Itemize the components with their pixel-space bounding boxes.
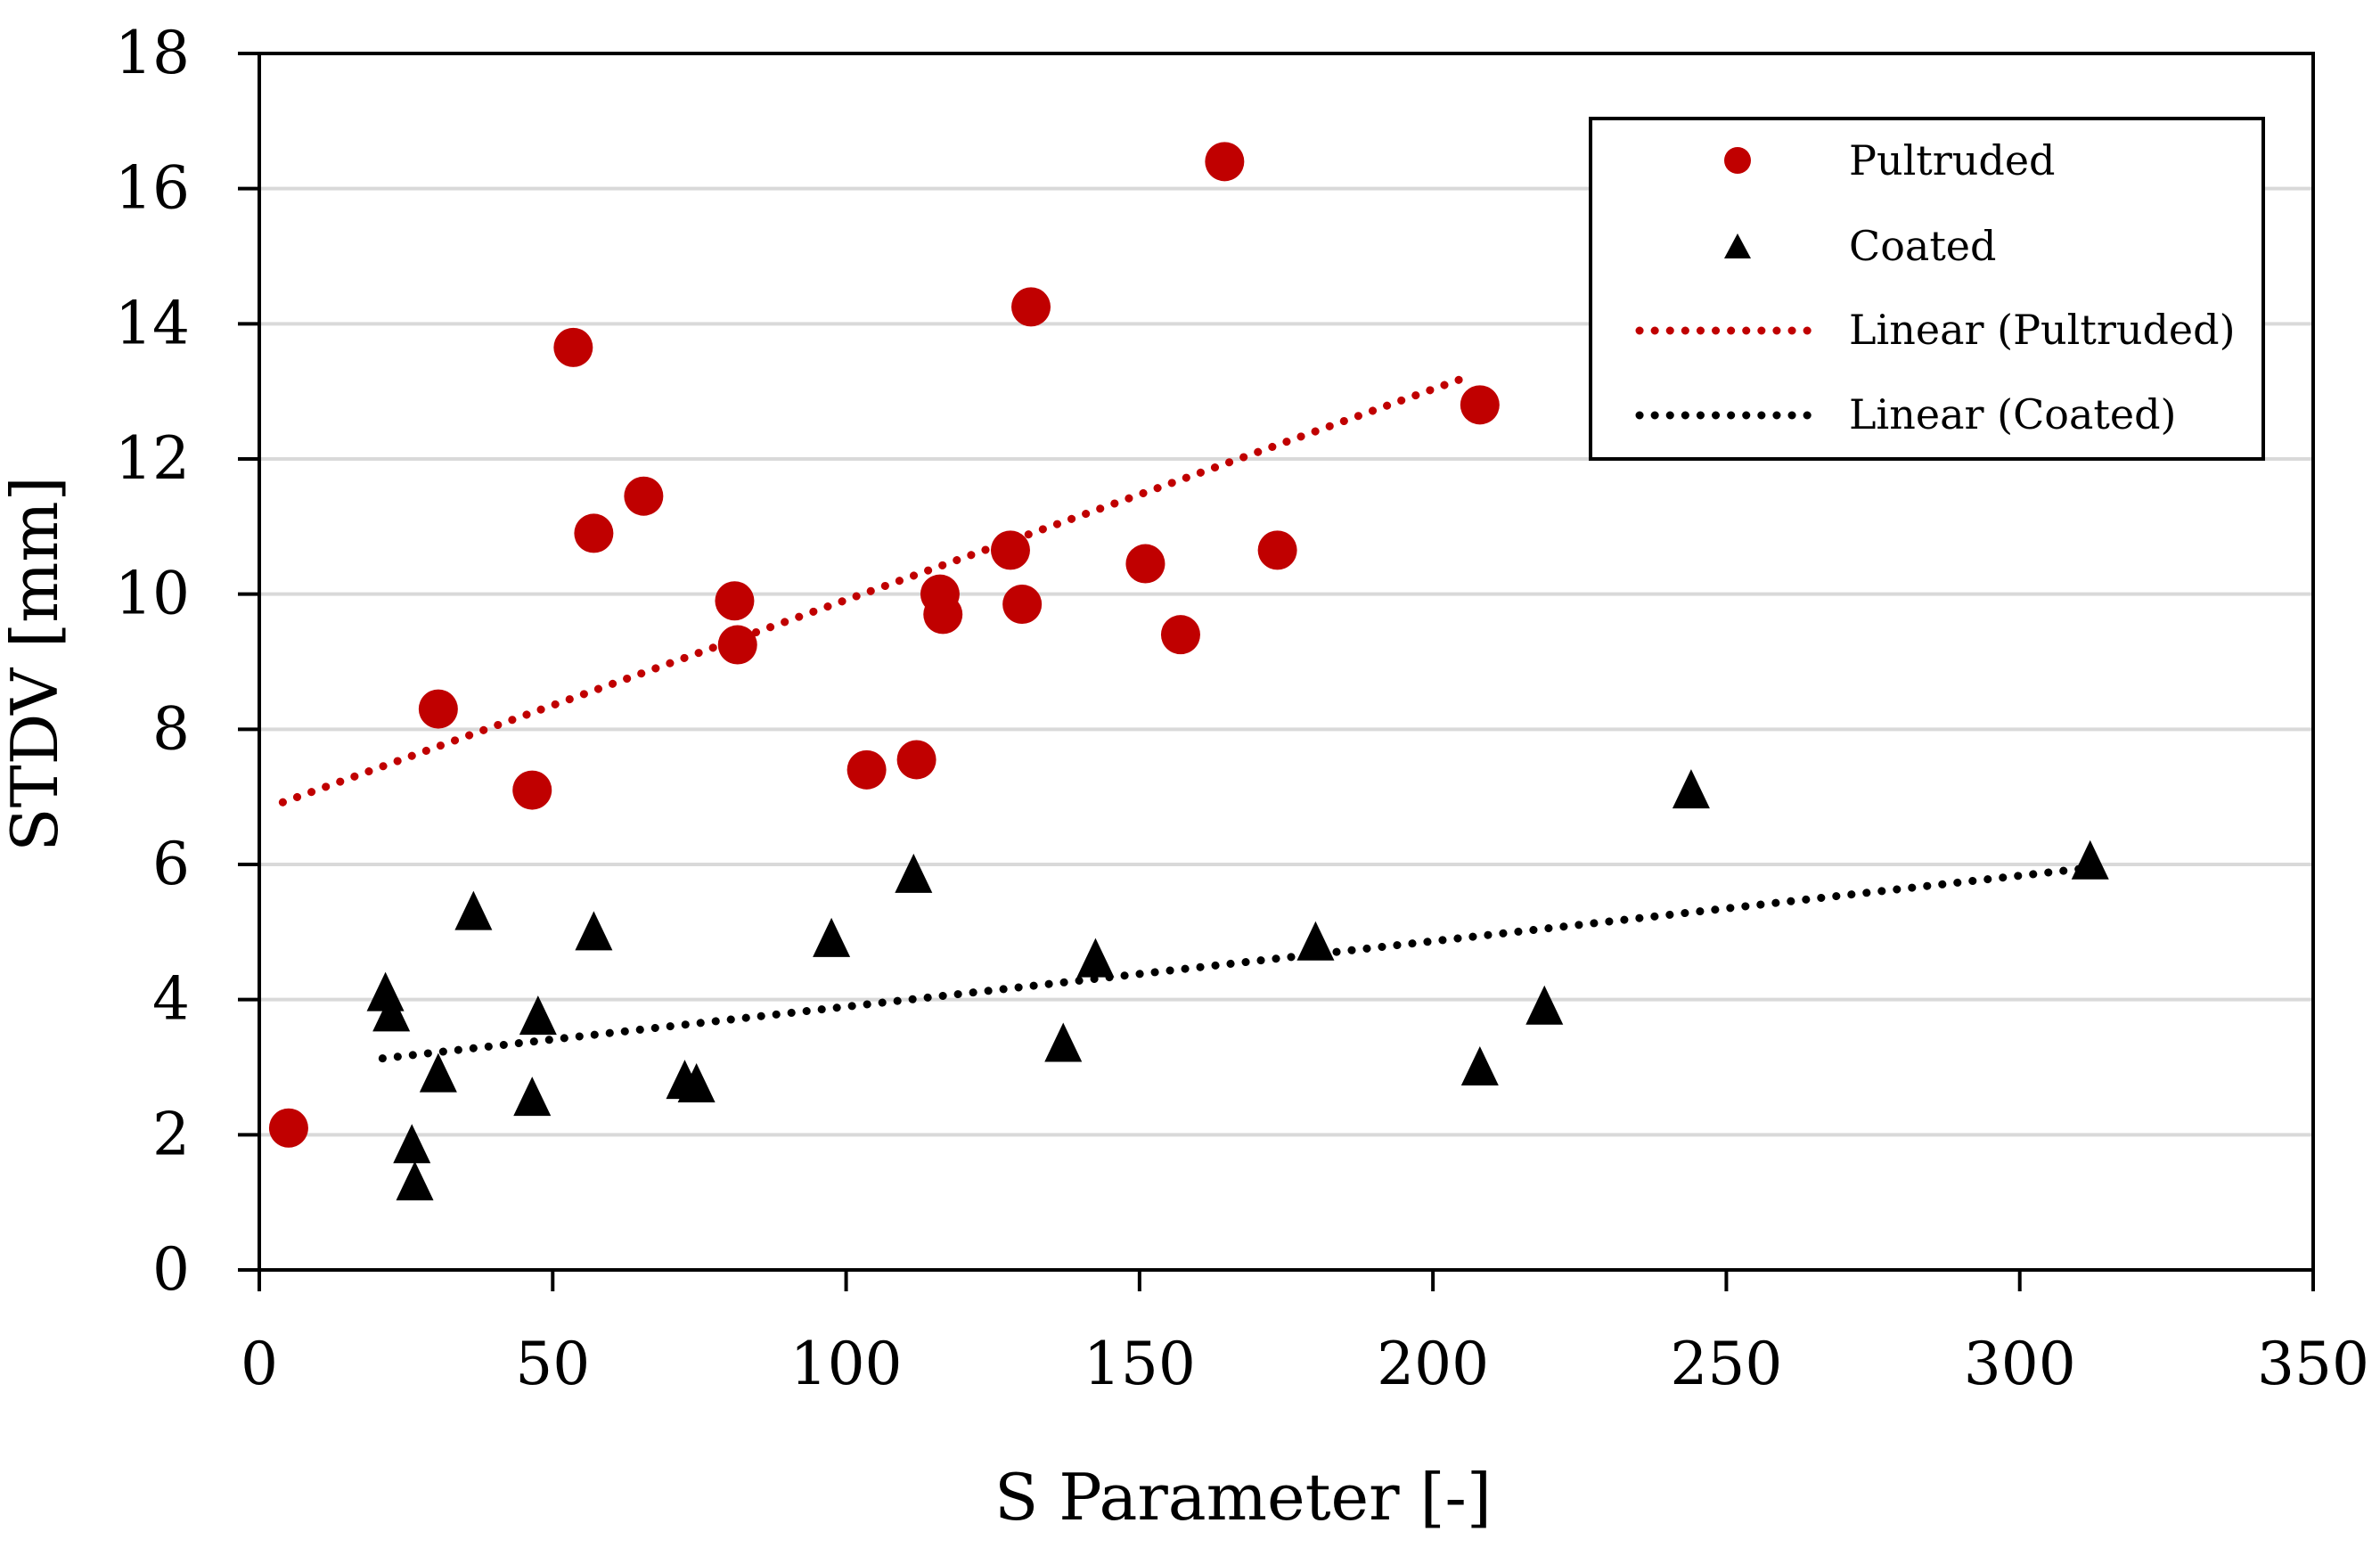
x-tick-label-150: 150: [1084, 1330, 1196, 1398]
y-tick-label-10: 10: [115, 560, 190, 628]
point-coated-6: [513, 1077, 552, 1117]
y-tick-label-0: 0: [152, 1235, 190, 1304]
point-coated-12: [895, 853, 933, 893]
plot-frame: [258, 52, 2315, 1272]
y-tick-label-16: 16: [115, 154, 190, 223]
x-tick-label-0: 0: [241, 1330, 278, 1398]
point-pultruded-9: [896, 740, 936, 780]
point-coated-15: [1296, 921, 1335, 961]
point-coated-19: [2071, 839, 2109, 880]
point-coated-14: [1076, 938, 1115, 978]
tick-labels: 0 2 4 6 8 10 12 14 16 18 0 50 100 150 200 250 300 350: [115, 19, 2369, 1398]
y-tick-label-18: 18: [115, 19, 190, 87]
x-tick-label-350: 350: [2257, 1330, 2369, 1398]
legend-label-coated: Coated: [1849, 222, 1996, 270]
point-coated-17: [1525, 985, 1564, 1025]
point-coated-3: [396, 1160, 434, 1200]
point-coated-1: [372, 992, 411, 1032]
point-coated-4: [419, 1052, 457, 1093]
point-pultruded-17: [1205, 142, 1245, 182]
point-coated-7: [519, 995, 557, 1036]
y-tick-label-2: 2: [152, 1100, 190, 1168]
x-tick-label-50: 50: [515, 1330, 590, 1398]
x-tick-label-250: 250: [1670, 1330, 1782, 1398]
trendline-coated: [378, 864, 2095, 1063]
point-pultruded-7: [717, 625, 757, 665]
point-pultruded-0: [268, 1108, 308, 1148]
point-pultruded-15: [1125, 544, 1165, 584]
data-marks: [268, 142, 2109, 1200]
point-pultruded-11: [923, 594, 963, 635]
point-pultruded-5: [624, 476, 664, 516]
legend-label-linear-pultruded: Linear (Pultruded): [1849, 306, 2236, 354]
x-axis-title: S Parameter [-]: [994, 1460, 1492, 1535]
point-coated-10: [677, 1062, 716, 1102]
point-pultruded-1: [418, 689, 458, 729]
point-coated-2: [393, 1124, 431, 1164]
y-tick-label-14: 14: [115, 289, 190, 357]
point-coated-11: [813, 917, 851, 957]
legend-marker-coated: [1724, 233, 1751, 258]
legend-box: [1589, 117, 2265, 461]
point-pultruded-14: [1011, 287, 1051, 327]
point-coated-18: [1672, 769, 1710, 809]
x-tick-label-200: 200: [1377, 1330, 1489, 1398]
point-pultruded-3: [553, 327, 593, 367]
x-tick-label-100: 100: [790, 1330, 903, 1398]
y-tick-label-6: 6: [152, 830, 190, 898]
point-pultruded-18: [1257, 530, 1297, 570]
point-pultruded-19: [1460, 385, 1500, 425]
legend: Pultruded Coated Linear (Pultruded) Line…: [1589, 117, 2265, 461]
axes: [238, 52, 2315, 1291]
point-coated-8: [575, 911, 613, 951]
point-coated-5: [454, 890, 493, 930]
legend-label-linear-coated: Linear (Coated): [1849, 390, 2177, 438]
y-tick-label-12: 12: [115, 424, 190, 493]
point-pultruded-4: [574, 513, 614, 553]
point-pultruded-13: [1002, 585, 1043, 625]
legend-marker-pultruded: [1724, 147, 1751, 174]
y-tick-label-4: 4: [152, 965, 190, 1034]
y-axis-title: STDV [mm]: [0, 476, 72, 851]
point-pultruded-16: [1160, 615, 1200, 655]
point-coated-16: [1460, 1046, 1499, 1086]
point-pultruded-8: [846, 749, 887, 790]
trendlines: [278, 372, 2095, 1063]
point-pultruded-6: [715, 581, 755, 621]
x-tick-label-300: 300: [1964, 1330, 2076, 1398]
point-pultruded-12: [990, 530, 1030, 570]
trendline-pultruded: [278, 372, 1473, 807]
y-tick-label-8: 8: [152, 694, 190, 763]
legend-label-pultruded: Pultruded: [1849, 136, 2056, 184]
point-coated-13: [1044, 1022, 1083, 1062]
point-pultruded-2: [512, 770, 552, 810]
